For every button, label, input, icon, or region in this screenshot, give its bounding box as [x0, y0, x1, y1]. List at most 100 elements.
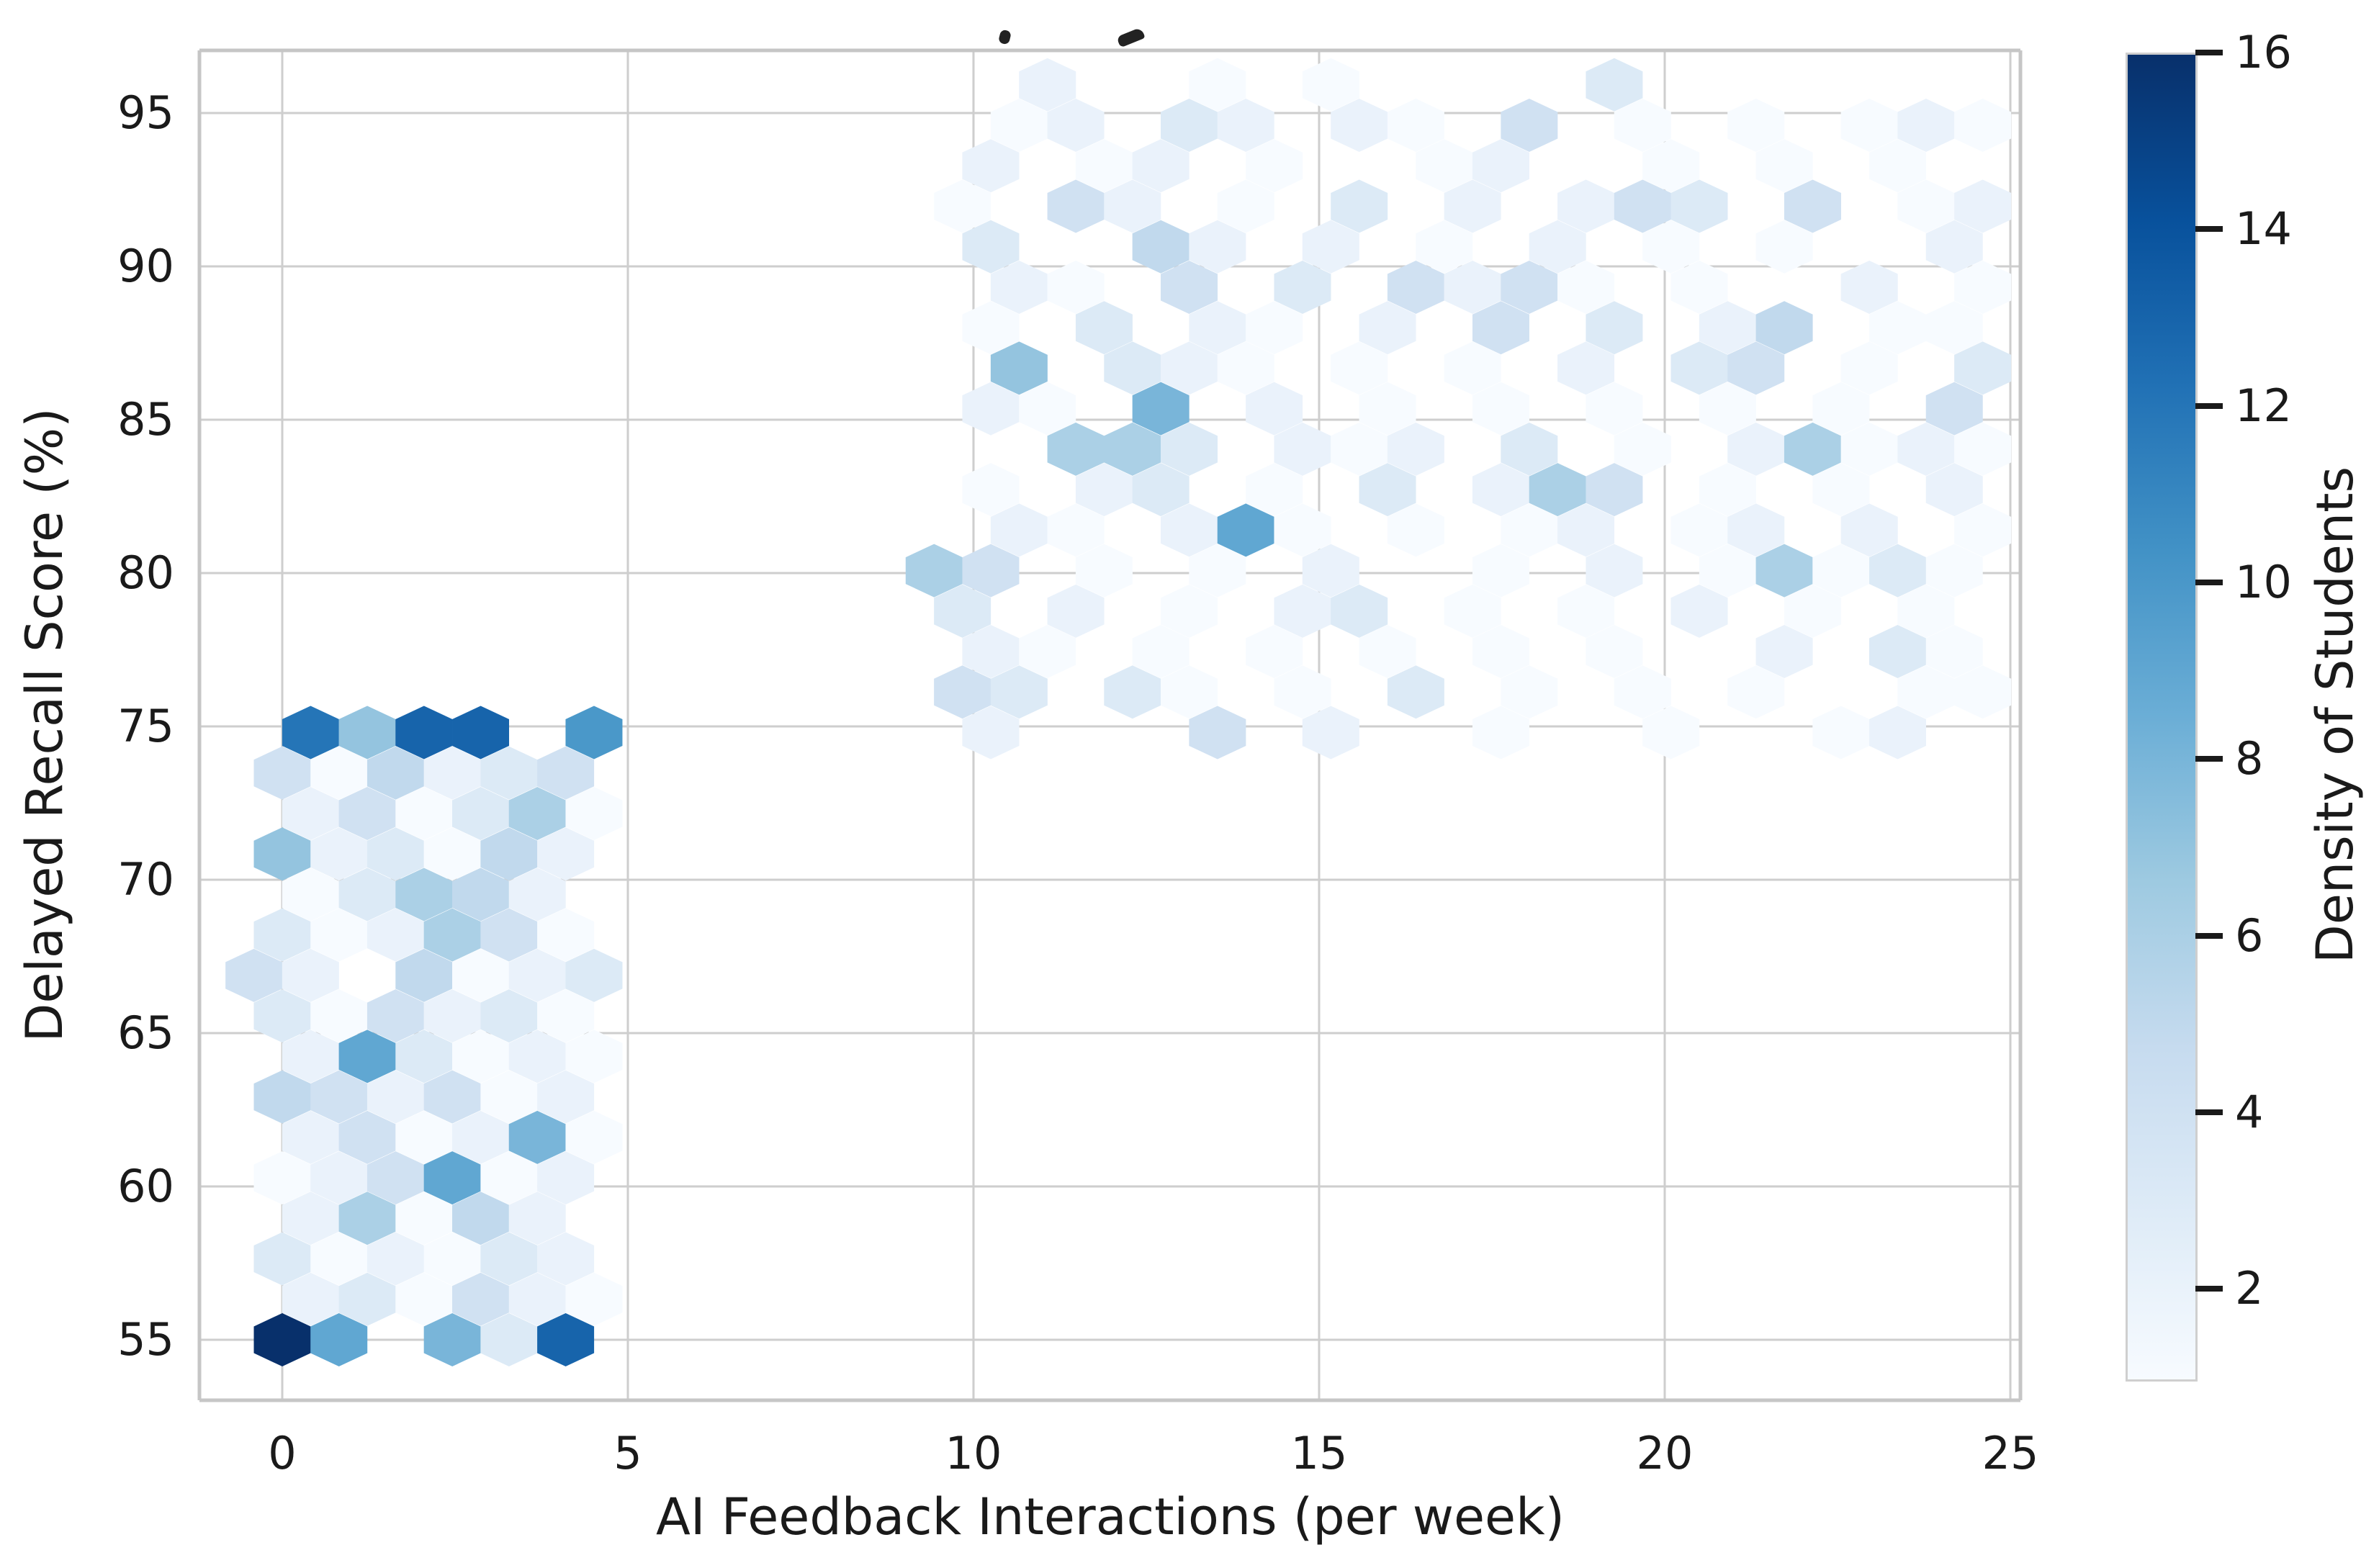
- x-tick-label: 25: [1982, 1427, 2039, 1479]
- hexbin-cell: [1444, 179, 1501, 233]
- colorbar-gradient: [2126, 53, 2198, 1382]
- hexbin-cell: [962, 463, 1020, 517]
- hexbin-cell: [366, 1232, 424, 1286]
- hexbin-cell: [508, 786, 566, 840]
- hexbin-cell: [1104, 422, 1161, 476]
- hexbin-cell: [962, 706, 1020, 760]
- hexbin-cell: [1189, 58, 1246, 112]
- hexbin-cell: [452, 1191, 510, 1245]
- hexbin-cell: [1812, 544, 1870, 598]
- hexbin-cell: [1954, 422, 2012, 476]
- hexbin-cell: [1840, 99, 1898, 153]
- hexbin-cell: [1840, 260, 1898, 314]
- hexbin-cell: [537, 746, 595, 800]
- hexbin-cell: [1246, 301, 1303, 355]
- hexbin-cell: [423, 1070, 481, 1124]
- hexbin-cell: [1302, 58, 1359, 112]
- hexbin-cell: [480, 1151, 538, 1205]
- hexbin-cell: [1670, 179, 1728, 233]
- hexbin-cell: [1699, 301, 1756, 355]
- hexbin-cell: [1869, 544, 1927, 598]
- hexbin-cell: [1132, 625, 1190, 679]
- y-tick-label: 95: [117, 86, 174, 139]
- hexbin-cell: [1359, 301, 1416, 355]
- hexbin-cell: [1755, 139, 1813, 193]
- hexbin-cell: [1075, 139, 1133, 193]
- hexbin-cell: [1387, 422, 1444, 476]
- hexbin-cell: [1047, 503, 1105, 557]
- hexbin-cell: [423, 989, 481, 1043]
- hexbin-cell: [1755, 301, 1813, 355]
- hexbin-cell: [962, 625, 1020, 679]
- hexbin-cell: [1246, 382, 1303, 436]
- hexbin-cell: [338, 706, 396, 760]
- hexbin-cell: [537, 1151, 595, 1205]
- hexbin-cell: [1812, 706, 1870, 760]
- hexbin-cell: [1784, 422, 1841, 476]
- colorbar-tick-mark: [2195, 580, 2223, 585]
- hexbin-cell: [1472, 139, 1529, 193]
- hexbin-cell: [480, 989, 538, 1043]
- hexbin-cell: [1047, 99, 1105, 153]
- hexbin-cell: [1670, 503, 1728, 557]
- hexbin-cell: [1161, 260, 1218, 314]
- hexbin-cell: [1472, 706, 1529, 760]
- hexbin-cell: [452, 868, 510, 922]
- hexbin-cell: [253, 827, 311, 881]
- hexbin-cell: [1586, 382, 1643, 436]
- hexbin-cell: [1954, 665, 2012, 719]
- hexbin-cell: [1047, 179, 1105, 233]
- hexbin-cell: [1586, 58, 1643, 112]
- hexbin-cell: [1274, 584, 1331, 638]
- y-tick-label: 60: [117, 1160, 174, 1212]
- hexbin-cell: [1840, 422, 1898, 476]
- hexbin-cell: [1727, 503, 1785, 557]
- hexbin-cell: [565, 948, 623, 1002]
- hexbin-cell: [395, 706, 453, 760]
- hexbin-cell: [1246, 625, 1303, 679]
- hexbin-cell: [366, 746, 424, 800]
- hexbin-cell: [1274, 503, 1331, 557]
- y-tick-label: 65: [117, 1006, 174, 1059]
- hexbin-cell: [1217, 179, 1274, 233]
- hexbin-cell: [480, 1232, 538, 1286]
- hexbin-cell: [1472, 301, 1529, 355]
- hexbin-cell: [310, 1232, 368, 1286]
- hexbin-cell: [1019, 58, 1076, 112]
- hexbin-cell: [338, 1029, 396, 1083]
- hexbin-cell: [1727, 99, 1785, 153]
- hexbin-cell: [1699, 463, 1756, 517]
- hexbin-cell: [1217, 99, 1274, 153]
- colorbar-tick-label: 16: [2235, 26, 2292, 78]
- hexbin-cell: [565, 1110, 623, 1164]
- hexbin-cell: [1727, 665, 1785, 719]
- hexbin-cell: [310, 1313, 368, 1366]
- colorbar-tick-mark: [2195, 756, 2223, 762]
- hexbin-cell: [1812, 463, 1870, 517]
- y-tick-label: 70: [117, 853, 174, 906]
- hexbin-cell: [1869, 139, 1927, 193]
- hexbin-cell: [1529, 220, 1586, 274]
- hexbin-cell: [452, 1272, 510, 1326]
- hexbin-cell: [1869, 301, 1927, 355]
- hexbin-cell: [253, 989, 311, 1043]
- hexbin-cell: [962, 220, 1020, 274]
- hexbin-cell: [1302, 706, 1359, 760]
- hexbin-cell: [1387, 665, 1444, 719]
- hexbin-cell: [423, 746, 481, 800]
- hexbin-cell: [282, 786, 339, 840]
- hexbin-cell: [962, 382, 1020, 436]
- hexbin-cell: [1161, 341, 1218, 395]
- hexbin-cell: [1019, 382, 1076, 436]
- hexbin-cell: [1925, 463, 1983, 517]
- hexbin-cell: [1359, 463, 1416, 517]
- hexbin-cell: [537, 1232, 595, 1286]
- hexbin-cell: [253, 1070, 311, 1124]
- hexbin-cell: [282, 1191, 339, 1245]
- y-tick-label: 90: [117, 240, 174, 292]
- hexbin-cell: [1670, 584, 1728, 638]
- hexbin-cell: [452, 1110, 510, 1164]
- hexbin-cell: [1727, 422, 1785, 476]
- hexbin-cell: [1642, 220, 1700, 274]
- hexbin-cell: [1416, 220, 1473, 274]
